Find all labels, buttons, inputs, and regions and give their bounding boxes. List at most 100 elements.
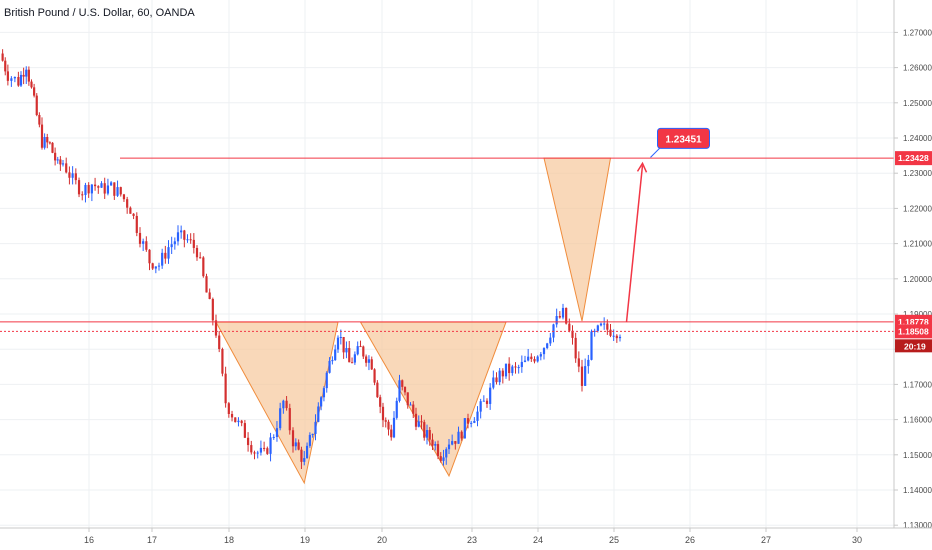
candle [90, 183, 93, 202]
candle [279, 402, 282, 431]
candle [54, 147, 57, 166]
time-axis: 16 17 18 19 20 23 24 25 26 27 30 [0, 527, 932, 545]
candle-body [476, 411, 479, 421]
candle-body [65, 163, 68, 173]
candle [81, 191, 84, 201]
countdown-tag: 20:19 [895, 339, 932, 353]
candle-body [77, 180, 81, 195]
candle [574, 332, 577, 363]
candle-body [387, 421, 390, 430]
candle [356, 341, 359, 356]
candle-body [106, 185, 110, 194]
candle [590, 329, 593, 361]
candle-body [297, 442, 300, 450]
candle [240, 419, 243, 427]
candle-body [170, 244, 173, 248]
candle [285, 396, 288, 411]
candle-body [342, 336, 345, 353]
price-tag-label: 1.23428 [898, 153, 929, 163]
candle-body [103, 183, 106, 194]
candle [51, 142, 54, 154]
candle-body [129, 207, 132, 214]
candle-body [314, 421, 317, 434]
candle [126, 196, 129, 214]
candle [476, 406, 479, 427]
candle [93, 177, 97, 191]
candle [336, 335, 340, 353]
candle-body [612, 335, 615, 337]
candle-body [445, 449, 448, 458]
candle-body [1, 53, 4, 61]
candle-body [48, 142, 51, 144]
candle [463, 417, 466, 439]
candle [362, 345, 365, 360]
candle-body [43, 137, 46, 148]
candle [436, 440, 440, 460]
candle-body [482, 400, 485, 402]
candle-body [542, 348, 546, 355]
candle [593, 328, 596, 337]
triangle-a [215, 321, 339, 485]
candle-body [495, 377, 498, 383]
candle-body [466, 418, 470, 424]
candle [116, 180, 119, 197]
candle-body [590, 331, 593, 360]
candle-body [269, 437, 272, 454]
candle-body [406, 392, 409, 406]
candle-body [533, 359, 536, 362]
candle [322, 386, 326, 402]
candle [555, 308, 558, 328]
candle-body [122, 194, 126, 200]
candle [549, 333, 552, 346]
candle-body [565, 307, 568, 324]
candle-body [180, 230, 183, 233]
candle-body [527, 356, 530, 361]
target-callout: 1.23451 [625, 127, 710, 323]
y-tick-label: 1.24000 [903, 134, 932, 143]
candle [142, 238, 145, 252]
candle [77, 177, 81, 198]
candle-body [454, 441, 457, 444]
x-tick-label: 23 [467, 535, 477, 545]
candle [288, 403, 291, 435]
candle-body [370, 359, 373, 370]
candle [533, 356, 536, 364]
candle [154, 266, 157, 274]
candle [145, 236, 148, 252]
candle [520, 355, 523, 373]
candle-body [54, 152, 57, 161]
candle-body [279, 408, 282, 429]
candle [246, 432, 250, 452]
candle-body [401, 380, 404, 387]
candle-body [68, 172, 71, 178]
candle [317, 402, 320, 423]
candle [202, 256, 205, 278]
candle-body [460, 431, 463, 439]
y-tick-label: 1.20000 [903, 275, 932, 284]
candle-body [414, 413, 418, 427]
candle [584, 358, 587, 386]
candle-body [536, 356, 539, 362]
candle-body [457, 431, 460, 444]
candle [542, 347, 546, 360]
candle-body [587, 359, 590, 367]
candle-body [596, 325, 599, 331]
y-tick-label: 1.19000 [903, 310, 932, 319]
candle [451, 434, 454, 446]
candle-body [485, 400, 489, 404]
candle-body [580, 366, 584, 386]
candle-body [211, 298, 214, 321]
candle-body [119, 187, 122, 195]
candle [381, 402, 385, 428]
candle-body [473, 420, 476, 423]
candle [100, 181, 103, 188]
candle [176, 225, 180, 246]
candle-body [132, 213, 135, 216]
candle-body [599, 323, 603, 326]
candle-body [463, 418, 466, 439]
candle [473, 417, 476, 424]
candle-body [420, 421, 423, 423]
candle-body [447, 444, 451, 450]
candle-body [479, 401, 482, 412]
